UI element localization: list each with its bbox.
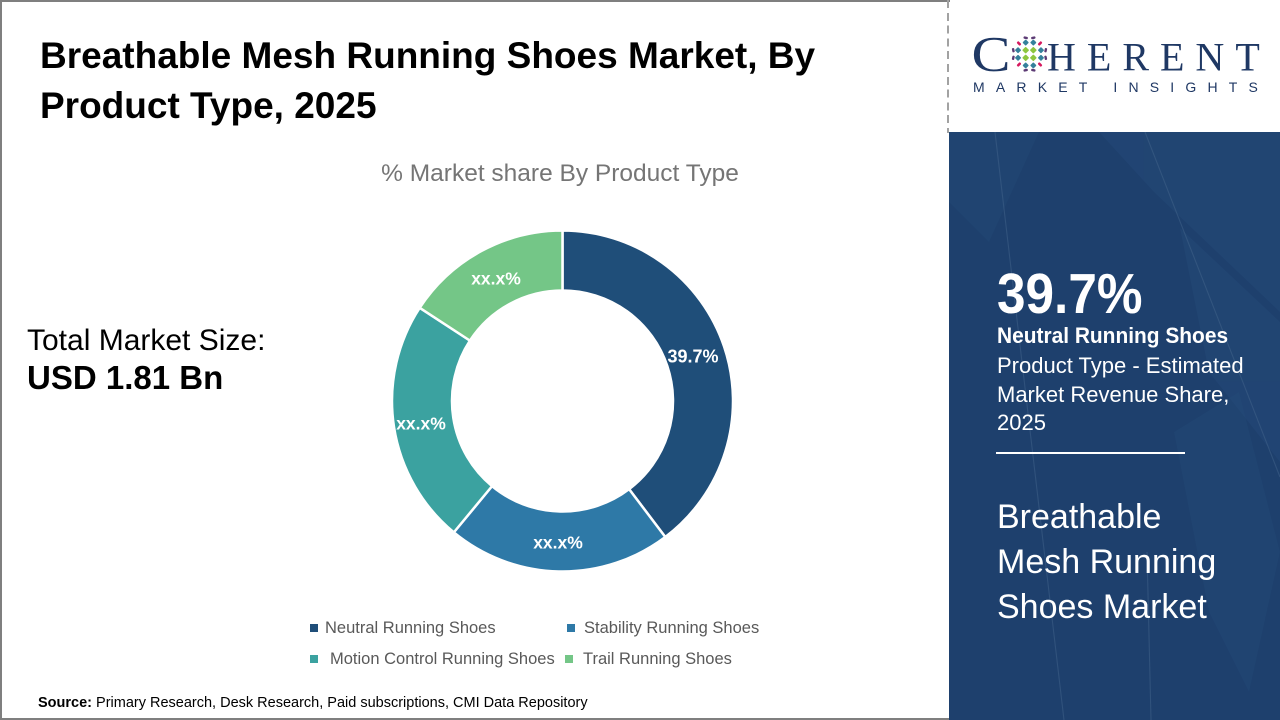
svg-text:HERENT: HERENT <box>1047 35 1271 80</box>
svg-text:C: C <box>972 26 1011 81</box>
svg-text:MARKET INSIGHTS: MARKET INSIGHTS <box>973 79 1269 95</box>
